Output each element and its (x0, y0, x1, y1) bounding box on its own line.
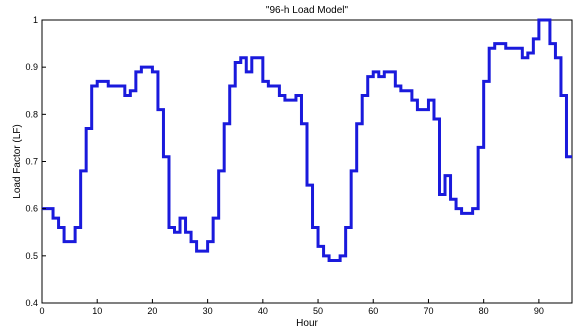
plot-area (41, 18, 573, 304)
y-tick-label-0.8: 0.8 (25, 109, 38, 119)
y-tick-label-0.6: 0.6 (25, 204, 38, 214)
x-tick-label-80: 80 (479, 306, 489, 316)
x-tick-label-30: 30 (203, 306, 213, 316)
x-tick-label-0: 0 (39, 306, 44, 316)
y-tick-label-0.4: 0.4 (25, 298, 38, 308)
x-tick-label-60: 60 (368, 306, 378, 316)
x-axis: 0 10 20 30 40 50 60 70 80 90 (39, 299, 544, 316)
x-tick-label-40: 40 (258, 306, 268, 316)
x-tick-label-70: 70 (423, 306, 433, 316)
y-axis: 0.4 0.5 0.6 0.7 0.8 0.9 1 (25, 15, 46, 308)
x-axis-label: Hour (296, 318, 318, 329)
y-tick-label-0.7: 0.7 (25, 157, 38, 167)
x-tick-label-90: 90 (534, 306, 544, 316)
x-tick-label-10: 10 (92, 306, 102, 316)
y-tick-label-0.9: 0.9 (25, 62, 38, 72)
y-axis-label: Load Factor (LF) (12, 124, 23, 198)
y-tick-label-1: 1 (33, 15, 38, 25)
x-tick-label-20: 20 (147, 306, 157, 316)
series-line-load-factor (42, 18, 572, 263)
chart-title: "96-h Load Model" (266, 5, 349, 16)
y-tick-label-0.5: 0.5 (25, 251, 38, 261)
x-tick-label-50: 50 (313, 306, 323, 316)
